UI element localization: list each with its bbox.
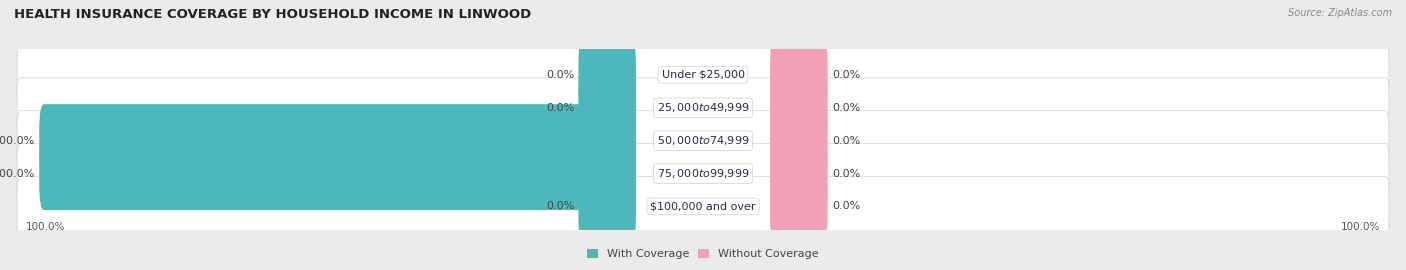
FancyBboxPatch shape <box>578 38 636 112</box>
FancyBboxPatch shape <box>770 38 828 112</box>
FancyBboxPatch shape <box>770 104 828 177</box>
FancyBboxPatch shape <box>578 71 636 144</box>
Text: 0.0%: 0.0% <box>546 70 574 80</box>
Text: HEALTH INSURANCE COVERAGE BY HOUSEHOLD INCOME IN LINWOOD: HEALTH INSURANCE COVERAGE BY HOUSEHOLD I… <box>14 8 531 21</box>
FancyBboxPatch shape <box>17 78 1389 138</box>
Text: 0.0%: 0.0% <box>832 201 860 211</box>
Text: 0.0%: 0.0% <box>832 103 860 113</box>
Text: 100.0%: 100.0% <box>0 168 35 178</box>
Text: $100,000 and over: $100,000 and over <box>650 201 756 211</box>
Text: 0.0%: 0.0% <box>832 70 860 80</box>
Text: $50,000 to $74,999: $50,000 to $74,999 <box>657 134 749 147</box>
Text: 0.0%: 0.0% <box>832 168 860 178</box>
Text: 0.0%: 0.0% <box>546 103 574 113</box>
Text: 100.0%: 100.0% <box>0 136 35 146</box>
FancyBboxPatch shape <box>17 45 1389 105</box>
FancyBboxPatch shape <box>770 71 828 144</box>
Text: $25,000 to $49,999: $25,000 to $49,999 <box>657 101 749 114</box>
FancyBboxPatch shape <box>39 104 636 177</box>
FancyBboxPatch shape <box>17 144 1389 204</box>
Text: Under $25,000: Under $25,000 <box>661 70 745 80</box>
FancyBboxPatch shape <box>770 170 828 243</box>
Text: Source: ZipAtlas.com: Source: ZipAtlas.com <box>1288 8 1392 18</box>
Text: 100.0%: 100.0% <box>1340 222 1379 232</box>
FancyBboxPatch shape <box>17 111 1389 171</box>
FancyBboxPatch shape <box>770 137 828 210</box>
FancyBboxPatch shape <box>17 177 1389 237</box>
FancyBboxPatch shape <box>578 170 636 243</box>
Legend: With Coverage, Without Coverage: With Coverage, Without Coverage <box>582 245 824 264</box>
Text: 100.0%: 100.0% <box>27 222 66 232</box>
Text: 0.0%: 0.0% <box>546 201 574 211</box>
Text: 0.0%: 0.0% <box>832 136 860 146</box>
Text: $75,000 to $99,999: $75,000 to $99,999 <box>657 167 749 180</box>
FancyBboxPatch shape <box>39 137 636 210</box>
